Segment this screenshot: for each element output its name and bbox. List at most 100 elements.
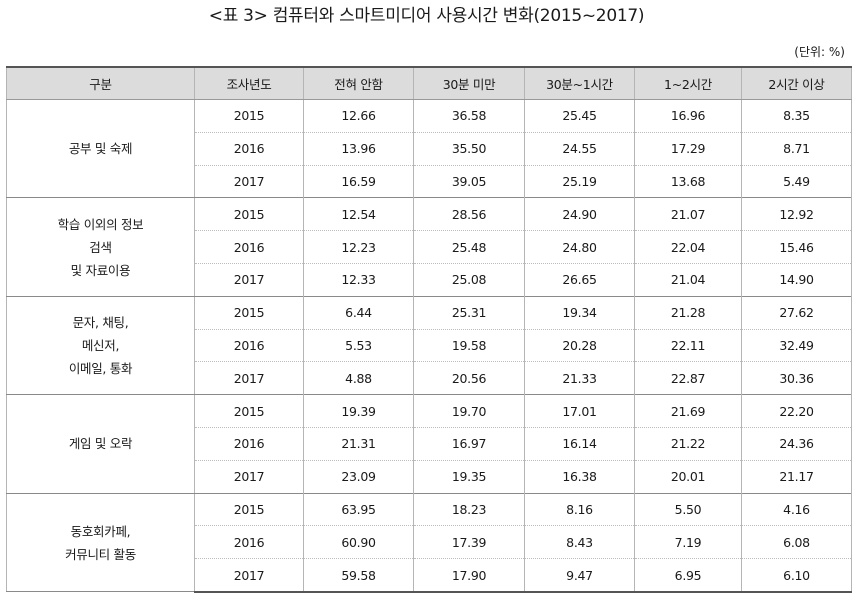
year-cell: 2016 [194, 230, 304, 264]
value-under-30min-cell: 20.56 [413, 361, 525, 396]
value-1-2hr-cell: 22.11 [634, 328, 742, 363]
value-30min-1hr-cell: 21.33 [524, 361, 635, 396]
year-cell: 2016 [194, 328, 304, 363]
value-30min-1hr-cell: 25.19 [524, 164, 635, 199]
value-none-cell: 59.58 [303, 558, 414, 593]
value-30min-1hr-cell: 24.90 [524, 197, 635, 232]
value-over-2hr-cell: 15.46 [741, 230, 852, 264]
value-under-30min-cell: 19.35 [413, 459, 525, 494]
value-1-2hr-cell: 5.50 [634, 492, 742, 527]
value-none-cell: 6.44 [303, 295, 414, 330]
year-cell: 2017 [194, 558, 304, 593]
value-none-cell: 63.95 [303, 492, 414, 527]
value-1-2hr-cell: 21.22 [634, 426, 742, 461]
category-label-line: 검색 [89, 239, 112, 255]
year-cell: 2016 [194, 525, 304, 560]
category-cell: 게임 및 오락 [6, 394, 195, 494]
table-row: 학습 이외의 정보 검색 및 자료이용 2015 12.54 28.56 24.90 21.0… [6, 197, 852, 297]
value-30min-1hr-cell: 9.47 [524, 558, 635, 593]
value-1-2hr-cell: 16.96 [634, 99, 742, 133]
value-over-2hr-cell: 6.08 [741, 525, 852, 560]
usage-time-table: 구분 조사년도 전혀 안함 30분 미만 30분~1시간 1~2시간 2시간 이… [6, 66, 852, 593]
table-row: 2016 12.23 25.48 24.80 22.04 15.46 [7, 230, 852, 264]
year-cell: 2015 [194, 99, 304, 133]
header-under-30min: 30분 미만 [413, 66, 525, 100]
value-30min-1hr-cell: 16.14 [524, 426, 635, 461]
value-1-2hr-cell: 7.19 [634, 525, 742, 560]
category-label-line: 공부 및 숙제 [68, 141, 133, 157]
value-under-30min-cell: 39.05 [413, 164, 525, 199]
header-row: 구분 조사년도 전혀 안함 30분 미만 30분~1시간 1~2시간 2시간 이… [6, 66, 852, 100]
year-cell: 2015 [194, 394, 304, 428]
value-1-2hr-cell: 22.87 [634, 361, 742, 396]
value-none-cell: 23.09 [303, 459, 414, 494]
value-1-2hr-cell: 21.28 [634, 295, 742, 330]
category-label-line: 이메일, 통화 [68, 360, 133, 376]
category-label-line: 문자, 채팅, [72, 314, 129, 330]
value-over-2hr-cell: 14.90 [741, 262, 852, 297]
value-under-30min-cell: 17.90 [413, 558, 525, 593]
header-1-2hr: 1~2시간 [634, 66, 742, 100]
value-30min-1hr-cell: 8.16 [524, 492, 635, 527]
value-none-cell: 13.96 [303, 131, 414, 166]
value-1-2hr-cell: 21.04 [634, 262, 742, 297]
value-none-cell: 60.90 [303, 525, 414, 560]
year-cell: 2015 [194, 295, 304, 330]
value-30min-1hr-cell: 20.28 [524, 328, 635, 363]
year-cell: 2015 [194, 197, 304, 232]
value-30min-1hr-cell: 16.38 [524, 459, 635, 494]
value-over-2hr-cell: 30.36 [741, 361, 852, 396]
value-30min-1hr-cell: 26.65 [524, 262, 635, 297]
category-cell: 문자, 채팅, 메신저, 이메일, 통화 [6, 295, 195, 396]
table-row: 게임 및 오락 2015 19.39 19.70 17.01 21.69 22.20 [6, 394, 852, 494]
value-over-2hr-cell: 22.20 [741, 394, 852, 428]
value-30min-1hr-cell: 19.34 [524, 295, 635, 330]
value-1-2hr-cell: 13.68 [634, 164, 742, 199]
value-under-30min-cell: 16.97 [413, 426, 525, 461]
value-none-cell: 16.59 [303, 164, 414, 199]
table-row: 동호회카페, 커뮤니티 활동 2015 63.95 18.23 8.16 5.50 4.16 [6, 492, 852, 593]
table-body: 공부 및 숙제 2015 12.66 36.58 25.45 16.96 8.35 2016 1… [6, 98, 852, 593]
value-under-30min-cell: 28.56 [413, 197, 525, 232]
value-1-2hr-cell: 21.69 [634, 394, 742, 428]
value-1-2hr-cell: 20.01 [634, 459, 742, 494]
value-over-2hr-cell: 32.49 [741, 328, 852, 363]
value-30min-1hr-cell: 24.55 [524, 131, 635, 166]
table-row: 2016 5.53 19.58 20.28 22.11 32.49 [7, 328, 852, 363]
value-none-cell: 4.88 [303, 361, 414, 396]
category-label-line: 학습 이외의 정보 [57, 216, 144, 232]
table-row: 2017 59.58 17.90 9.47 6.95 6.10 [7, 558, 852, 593]
value-none-cell: 12.66 [303, 99, 414, 133]
value-under-30min-cell: 19.58 [413, 328, 525, 363]
value-30min-1hr-cell: 17.01 [524, 394, 635, 428]
table-title: <표 3> 컴퓨터와 스마트미디어 사용시간 변화(2015~2017) [208, 6, 645, 26]
category-label-line: 메신저, [81, 337, 120, 353]
header-30min-1hr: 30분~1시간 [524, 66, 635, 100]
table-row: 2016 13.96 35.50 24.55 17.29 8.71 [7, 131, 852, 166]
value-under-30min-cell: 19.70 [413, 394, 525, 428]
value-under-30min-cell: 18.23 [413, 492, 525, 527]
value-1-2hr-cell: 22.04 [634, 230, 742, 264]
value-1-2hr-cell: 6.95 [634, 558, 742, 593]
value-none-cell: 21.31 [303, 426, 414, 461]
year-cell: 2017 [194, 164, 304, 199]
category-cell: 학습 이외의 정보 검색 및 자료이용 [6, 197, 195, 297]
value-none-cell: 12.33 [303, 262, 414, 297]
value-30min-1hr-cell: 24.80 [524, 230, 635, 264]
year-cell: 2017 [194, 262, 304, 297]
category-cell: 공부 및 숙제 [6, 98, 195, 199]
value-over-2hr-cell: 6.10 [741, 558, 852, 593]
year-cell: 2017 [194, 361, 304, 396]
value-none-cell: 12.23 [303, 230, 414, 264]
year-cell: 2016 [194, 426, 304, 461]
value-over-2hr-cell: 27.62 [741, 295, 852, 330]
value-over-2hr-cell: 21.17 [741, 459, 852, 494]
category-label-line: 커뮤니티 활동 [65, 546, 136, 562]
value-none-cell: 19.39 [303, 394, 414, 428]
value-over-2hr-cell: 5.49 [741, 164, 852, 199]
year-cell: 2016 [194, 131, 304, 166]
value-under-30min-cell: 25.48 [413, 230, 525, 264]
table-row: 2016 60.90 17.39 8.43 7.19 6.08 [7, 525, 852, 560]
value-none-cell: 5.53 [303, 328, 414, 363]
value-30min-1hr-cell: 8.43 [524, 525, 635, 560]
